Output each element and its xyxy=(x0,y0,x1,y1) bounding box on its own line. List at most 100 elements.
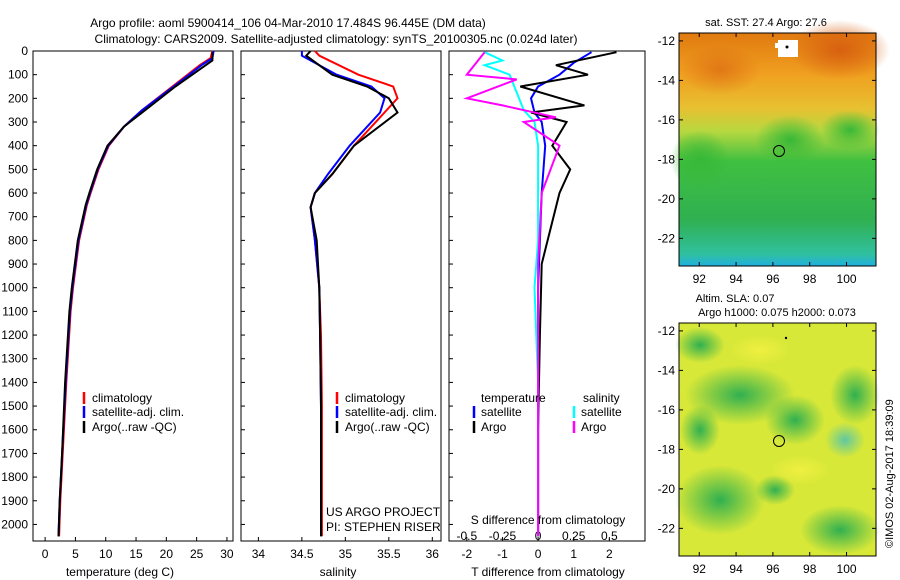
map-y-tick-label: -18 xyxy=(658,442,676,456)
depth-tick-label: 1800 xyxy=(1,470,28,484)
depth-tick-label: 2000 xyxy=(1,517,28,531)
map2-axes: -12 -14 -16 -18 -20 -22 92 94 96 98 100 xyxy=(658,323,876,576)
map-y-tick-label: -14 xyxy=(658,73,676,87)
legend-satellite: satellite-adj. clim. xyxy=(345,405,437,419)
map2-argo-marker xyxy=(773,435,785,447)
x-tick-label: 10 xyxy=(99,547,113,561)
x-tick-label: 30 xyxy=(220,547,234,561)
x-tick-label: 34.5 xyxy=(290,547,314,561)
panel3-legend: temperature salinity satellite satellite… xyxy=(472,391,622,434)
x-tick-label: -1 xyxy=(497,547,508,561)
panel1-frame xyxy=(32,50,234,542)
depth-tick-label: 300 xyxy=(8,115,28,129)
depth-tick-label: 1200 xyxy=(1,328,28,342)
map2-image xyxy=(675,323,880,556)
panel3-frame xyxy=(448,50,646,542)
panel2-legend: climatology satellite-adj. clim. Argo(..… xyxy=(335,391,437,434)
x2-tick-label: 0.25 xyxy=(562,529,586,543)
x-tick-label: 2 xyxy=(606,547,613,561)
x-tick-label: 20 xyxy=(160,547,174,561)
depth-tick-label: 400 xyxy=(8,139,28,153)
map-y-tick-label: -20 xyxy=(658,192,676,206)
map-y-tick-label: -12 xyxy=(658,324,676,338)
map-x-tick-label: 92 xyxy=(693,562,707,576)
depth-tick-label: 200 xyxy=(8,91,28,105)
x-tick-label: 35 xyxy=(339,547,353,561)
depth-tick-label: 700 xyxy=(8,210,28,224)
series-salinity-argo xyxy=(463,51,561,537)
x-tick-label: 15 xyxy=(129,547,143,561)
x-tick-label: -2 xyxy=(461,547,472,561)
series-argo-raw-qc- xyxy=(304,50,399,537)
header-line2: Climatology: CARS2009. Satellite-adjuste… xyxy=(95,32,578,46)
legend-satellite: satellite-adj. clim. xyxy=(92,405,184,419)
x2-tick-label: 0.5 xyxy=(601,529,618,543)
series-temperature-argo xyxy=(520,51,617,537)
x-tick-label: 0 xyxy=(535,547,542,561)
x-tick-label: 5 xyxy=(72,547,79,561)
map-y-tick-label: -20 xyxy=(658,482,676,496)
panel1-legend: climatology satellite-adj. clim. Argo(..… xyxy=(82,391,184,434)
depth-tick-label: 1000 xyxy=(1,281,28,295)
series-climatology xyxy=(58,50,214,537)
panel3-series xyxy=(463,51,617,537)
legend-climatology: climatology xyxy=(92,391,152,405)
x-tick-label: 35.5 xyxy=(377,547,401,561)
map-y-tick-label: -16 xyxy=(658,113,676,127)
series-climatology xyxy=(309,50,399,537)
panel1-x-ticks: 0 5 10 15 20 25 30 xyxy=(42,537,234,561)
map-y-tick-label: -18 xyxy=(658,152,676,166)
legend-sal-argo: Argo xyxy=(581,420,607,434)
map-y-tick-label: -14 xyxy=(658,363,676,377)
legend-argo: Argo(..raw -QC) xyxy=(92,420,177,434)
series-argo-raw-qc- xyxy=(57,52,214,537)
depth-axis: 0 100 200 300 400 500 600 700 800 900 1000 1100 1200… xyxy=(1,44,453,531)
legend-sal-satellite: satellite xyxy=(581,405,622,419)
x-tick-label: 0 xyxy=(42,547,49,561)
map1-title: sat. SST: 27.4 Argo: 27.6 xyxy=(705,17,827,29)
depth-tick-label: 1400 xyxy=(1,375,28,389)
map-x-tick-label: 100 xyxy=(837,272,857,286)
panel1-series xyxy=(57,50,215,537)
map-x-tick-label: 92 xyxy=(693,272,707,286)
map1-axes: -12 -14 -16 -18 -20 -22 92 94 96 98 100 xyxy=(658,33,876,286)
map2-title2: Argo h1000: 0.075 h2000: 0.073 xyxy=(698,307,856,319)
map-y-tick-label: -12 xyxy=(658,34,676,48)
series-satellite-adj-clim- xyxy=(300,51,386,537)
map2-title1: Altim. SLA: 0.07 xyxy=(696,293,775,305)
panel1-xlabel: temperature (deg C) xyxy=(66,565,174,579)
panel2-xlabel: salinity xyxy=(320,565,357,579)
panel2-frame xyxy=(240,50,442,542)
legend-temp-satellite: satellite xyxy=(481,405,522,419)
depth-tick-label: 600 xyxy=(8,186,28,200)
depth-tick-label: 800 xyxy=(8,233,28,247)
depth-tick-label: 0 xyxy=(21,44,28,58)
map-x-tick-label: 100 xyxy=(837,562,857,576)
map-y-tick-label: -22 xyxy=(658,521,676,535)
depth-tick-label: 1600 xyxy=(1,423,28,437)
map1-image xyxy=(670,20,890,266)
x-tick-label: 25 xyxy=(190,547,204,561)
depth-tick-label: 900 xyxy=(8,257,28,271)
credit-pi: PI: STEPHEN RISER xyxy=(326,520,441,534)
x-tick-label: 34 xyxy=(252,547,266,561)
legend-salinity-title: salinity xyxy=(583,391,620,405)
map-x-tick-label: 98 xyxy=(803,562,817,576)
map-y-tick-label: -22 xyxy=(658,231,676,245)
panel2-x-ticks: 34 34.5 35 35.5 36 xyxy=(252,537,439,561)
legend-argo: Argo(..raw -QC) xyxy=(345,420,430,434)
map-x-tick-label: 94 xyxy=(729,272,743,286)
series-satellite-adj-clim- xyxy=(57,50,215,537)
panel3-xlabel-top: S difference from climatology xyxy=(471,513,626,527)
depth-tick-label: 1700 xyxy=(1,446,28,460)
map-x-tick-label: 96 xyxy=(766,562,780,576)
depth-tick-label: 1500 xyxy=(1,399,28,413)
footer-stamp: ©IMOS 02-Aug-2017 18:39:09 xyxy=(884,399,896,548)
x-tick-label: 1 xyxy=(570,547,577,561)
map1-argo-marker xyxy=(773,145,785,157)
panel3-x-ticks: -2 -1 0 1 2-0.5 -0.25 0 0.25 0.5 xyxy=(456,529,618,561)
panel3-xlabel: T difference from climatology xyxy=(471,565,625,579)
map-x-tick-label: 96 xyxy=(766,272,780,286)
depth-tick-label: 100 xyxy=(8,68,28,82)
